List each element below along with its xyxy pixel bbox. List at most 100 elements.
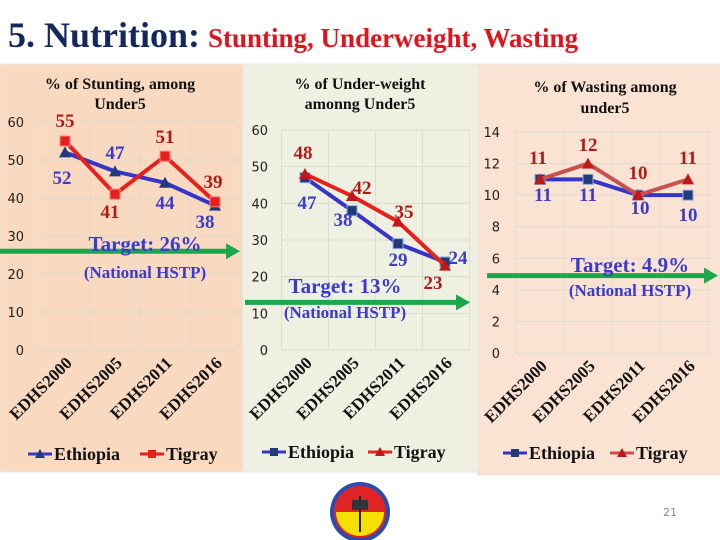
data-point bbox=[392, 238, 404, 250]
y-tick-label: 10 bbox=[7, 306, 24, 321]
series-line-tigray bbox=[539, 161, 689, 198]
data-point bbox=[582, 157, 594, 169]
chart-title: Under5 bbox=[94, 96, 146, 113]
data-point bbox=[439, 259, 451, 271]
data-point bbox=[392, 215, 404, 227]
y-tick-label: 40 bbox=[7, 192, 24, 207]
data-label: 38 bbox=[334, 210, 353, 231]
data-label: 55 bbox=[56, 111, 75, 132]
data-point bbox=[59, 135, 71, 147]
y-tick-label: 30 bbox=[7, 230, 24, 245]
data-label: 12 bbox=[579, 135, 598, 156]
data-label: 11 bbox=[534, 185, 552, 206]
series-line-tigray bbox=[63, 139, 217, 204]
y-tick-label: 4 bbox=[492, 284, 500, 299]
y-tick-label: 30 bbox=[251, 234, 268, 249]
y-tick-label: 20 bbox=[7, 268, 24, 283]
data-label: 41 bbox=[101, 202, 120, 223]
slide-title-sub: Stunting, Underweight, Wasting bbox=[208, 23, 579, 53]
data-label: 39 bbox=[204, 172, 223, 193]
data-point bbox=[109, 165, 121, 177]
data-label: 35 bbox=[395, 202, 414, 223]
y-tick-label: 10 bbox=[251, 307, 268, 322]
chart-2: % of Under-weight amonng Under5 0 10 20 30 40 5… bbox=[242, 63, 479, 473]
data-label: 42 bbox=[353, 178, 372, 199]
y-tick-label: 50 bbox=[7, 154, 24, 169]
logo bbox=[330, 482, 390, 540]
data-point bbox=[159, 150, 171, 162]
series-line-ethiopia bbox=[540, 177, 688, 198]
data-point bbox=[682, 173, 694, 185]
legend-marker bbox=[375, 447, 385, 456]
y-tick-label: 8 bbox=[492, 221, 500, 236]
legend-label: Tigray bbox=[166, 444, 218, 464]
y-tick-label: 12 bbox=[483, 158, 500, 173]
data-label: 23 bbox=[424, 273, 443, 294]
target-sublabel: (National HSTP) bbox=[284, 303, 406, 322]
legend-marker bbox=[148, 450, 156, 458]
chart-title: % of Stunting, among bbox=[45, 76, 195, 93]
legend-marker bbox=[35, 449, 45, 458]
y-tick-label: 40 bbox=[251, 197, 268, 212]
chart-title: % of Wasting among bbox=[533, 79, 676, 96]
target-arrowhead bbox=[226, 243, 240, 260]
y-tick-label: 0 bbox=[492, 347, 500, 362]
data-label: 52 bbox=[53, 168, 72, 189]
series-line-tigray bbox=[304, 172, 447, 268]
target-label: Target: 26% bbox=[89, 232, 202, 256]
data-label: 51 bbox=[156, 127, 175, 148]
data-point bbox=[346, 205, 358, 217]
y-tick-label: 2 bbox=[492, 315, 500, 330]
target-label: Target: 4.9% bbox=[571, 253, 689, 277]
logo-emblem bbox=[352, 500, 368, 510]
page-number: 21 bbox=[663, 506, 677, 519]
slide-title-main: 5. Nutrition: bbox=[8, 15, 200, 55]
data-point bbox=[582, 173, 594, 185]
y-tick-label: 60 bbox=[251, 124, 268, 139]
chart-background bbox=[242, 63, 479, 473]
data-point bbox=[682, 189, 694, 201]
series-line-ethiopia bbox=[303, 176, 446, 264]
legend-marker bbox=[617, 448, 627, 457]
target-arrowhead bbox=[456, 294, 470, 311]
chart-title: amonng Under5 bbox=[305, 96, 416, 113]
data-point bbox=[299, 168, 311, 179]
chart-title: under5 bbox=[581, 100, 630, 117]
data-point bbox=[159, 176, 171, 188]
data-label: 11 bbox=[679, 148, 697, 169]
legend-label: Ethiopia bbox=[54, 444, 120, 464]
data-label: 11 bbox=[579, 185, 597, 206]
data-label: 24 bbox=[449, 248, 469, 269]
y-tick-label: 0 bbox=[16, 344, 24, 359]
y-tick-label: 6 bbox=[492, 252, 500, 267]
data-point bbox=[209, 196, 221, 208]
chart-3: % of Wasting amongunder502468101214EDHS2… bbox=[477, 63, 720, 476]
data-label: 47 bbox=[298, 193, 318, 214]
y-tick-label: 20 bbox=[251, 271, 268, 286]
legend-label: Ethiopia bbox=[529, 443, 595, 463]
data-label: 29 bbox=[389, 250, 408, 271]
data-label: 48 bbox=[294, 143, 313, 164]
data-label: 10 bbox=[631, 198, 650, 219]
target-sublabel: (National HSTP) bbox=[84, 263, 206, 282]
legend-label: Tigray bbox=[636, 443, 688, 463]
data-label: 44 bbox=[156, 193, 176, 214]
data-label: 11 bbox=[529, 148, 547, 169]
target-sublabel: (National HSTP) bbox=[569, 281, 691, 300]
y-tick-label: 10 bbox=[483, 189, 500, 204]
data-label: 38 bbox=[196, 212, 215, 233]
target-label: Target: 13% bbox=[289, 274, 402, 298]
y-tick-label: 50 bbox=[251, 161, 268, 176]
legend-label: Ethiopia bbox=[288, 442, 354, 462]
target-arrowhead bbox=[704, 267, 718, 284]
legend-marker bbox=[511, 449, 519, 457]
y-tick-label: 0 bbox=[260, 344, 268, 359]
data-point bbox=[534, 173, 546, 185]
data-point bbox=[632, 189, 644, 201]
legend-label: Tigray bbox=[394, 442, 446, 462]
y-tick-label: 60 bbox=[7, 116, 24, 131]
data-point bbox=[59, 146, 71, 158]
data-label: 10 bbox=[629, 163, 648, 184]
data-point bbox=[346, 190, 358, 201]
